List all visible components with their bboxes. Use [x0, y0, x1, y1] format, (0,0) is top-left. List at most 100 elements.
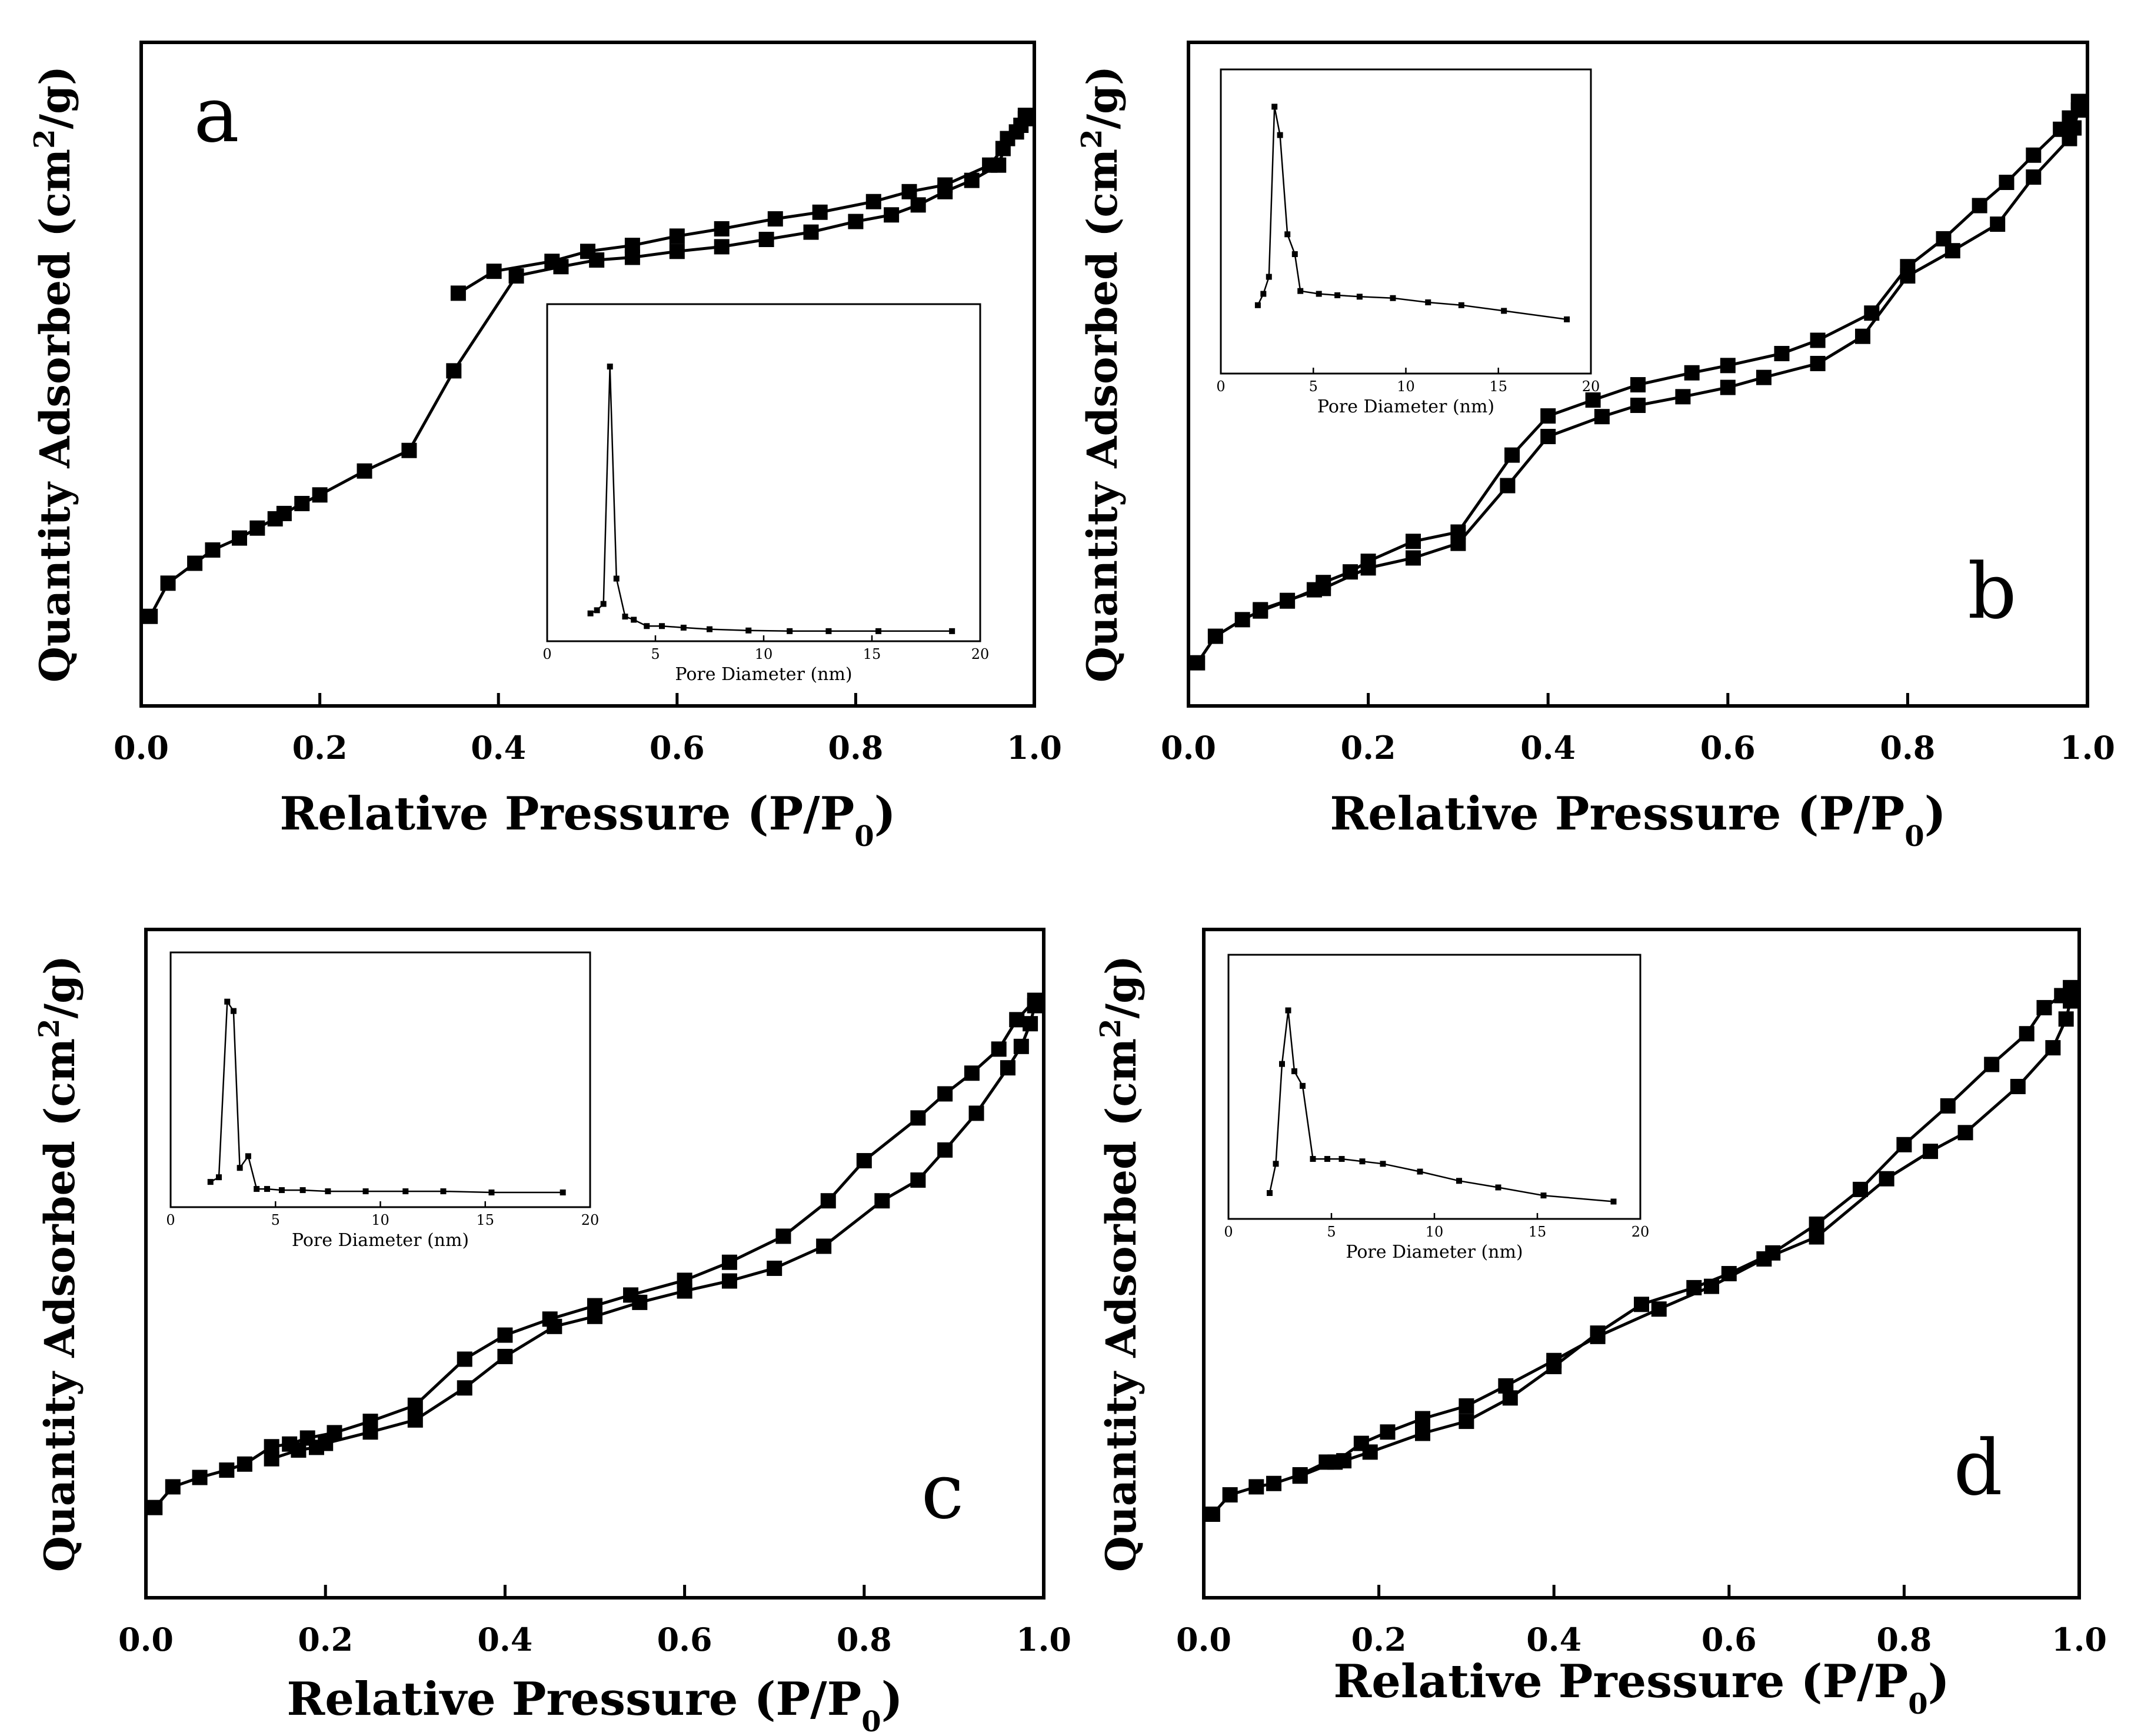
- desorption-line: [1260, 109, 2080, 611]
- desorption-point: [995, 141, 1011, 156]
- adsorption-point: [401, 442, 417, 458]
- inset-pore-distribution: 0 5 10 15 20 Pore Diameter (nm): [166, 951, 600, 1251]
- inset-point: [402, 1188, 409, 1195]
- desorption-point: [1720, 379, 1736, 395]
- desorption-point: [1013, 1038, 1029, 1054]
- inset-point: [622, 614, 628, 620]
- desorption-point: [1756, 1251, 1772, 1267]
- inset-x-tick-label: 20: [1582, 378, 1600, 395]
- x-tick-label: 1.0: [2052, 1621, 2107, 1658]
- desorption-point: [1810, 355, 1826, 371]
- inset-point: [207, 1179, 214, 1185]
- desorption-point: [1327, 1454, 1343, 1470]
- desorption-point: [1360, 560, 1376, 576]
- desorption-point: [1990, 216, 2006, 232]
- desorption-point: [291, 1442, 307, 1458]
- inset-pore-distribution: 0 5 10 15 20 Pore Diameter (nm): [542, 303, 989, 685]
- desorption-point: [1594, 409, 1610, 425]
- x-axis-label: Relative Pressure (P/P0): [287, 1672, 903, 1736]
- inset-x-tick-label: 10: [1397, 378, 1415, 395]
- x-tick-label: 0.6: [657, 1621, 712, 1658]
- inset-point: [560, 1189, 566, 1196]
- desorption-point: [1900, 268, 1916, 284]
- x-tick-label: 0.8: [828, 729, 883, 767]
- x-tick-label: 0.2: [292, 729, 348, 767]
- desorption-point: [1957, 1125, 1973, 1141]
- adsorption-point: [884, 207, 900, 223]
- inset-x-tick-label: 10: [371, 1212, 389, 1228]
- desorption-point: [812, 204, 828, 220]
- x-tick-label: 0.4: [1526, 1621, 1581, 1658]
- inset-point: [1324, 1156, 1330, 1162]
- plot-frame: [139, 41, 1036, 708]
- inset-point: [1417, 1168, 1423, 1175]
- inset-point: [875, 628, 882, 634]
- series-desorption: [1253, 102, 2086, 618]
- inset-x-tick-label: 0: [1216, 378, 1225, 395]
- adsorption-point: [237, 1456, 252, 1472]
- inset-x-tick-label: 10: [755, 646, 773, 662]
- adsorption-point: [1190, 655, 1206, 671]
- adsorption-point: [2019, 1026, 2035, 1042]
- plot-frame: [144, 928, 1045, 1600]
- adsorption-point: [508, 268, 524, 284]
- x-tick-label: 0.6: [650, 729, 705, 767]
- inset-point: [825, 628, 832, 634]
- adsorption-point: [1984, 1057, 2000, 1072]
- desorption-point: [1756, 369, 1772, 385]
- desorption-point: [1630, 398, 1646, 414]
- desorption-point: [1353, 1435, 1369, 1451]
- adsorption-point: [1222, 1487, 1238, 1503]
- inset-x-tick-label: 10: [1426, 1224, 1444, 1240]
- inset-point: [1564, 316, 1570, 322]
- desorption-point: [865, 194, 881, 209]
- adsorption-point: [1234, 612, 1250, 628]
- inset-frame: [546, 303, 981, 642]
- inset-point: [1390, 295, 1396, 301]
- desorption-point: [457, 1380, 472, 1396]
- inset-x-tick-label: 20: [581, 1212, 600, 1228]
- desorption-point: [308, 1440, 324, 1455]
- desorption-point: [901, 184, 917, 199]
- series-desorption: [450, 111, 1033, 301]
- desorption-point: [1415, 1411, 1430, 1427]
- inset-point: [1610, 1198, 1617, 1205]
- inset-x-axis-label: Pore Diameter (nm): [1346, 1242, 1523, 1262]
- inset-point: [1271, 104, 1278, 110]
- desorption-point: [407, 1412, 423, 1428]
- desorption-point: [1590, 1328, 1606, 1344]
- desorption-point: [1546, 1352, 1562, 1368]
- adsorption-point: [219, 1462, 235, 1478]
- desorption-point: [1704, 1278, 1720, 1294]
- adsorption-point: [1810, 332, 1826, 348]
- adsorption-point: [1540, 408, 1556, 424]
- desorption-point: [2045, 1040, 2061, 1056]
- adsorption-point: [1720, 358, 1736, 374]
- desorption-point: [450, 285, 466, 301]
- adsorption-point: [312, 487, 328, 503]
- desorption-point: [1500, 478, 1516, 494]
- inset-point: [1501, 308, 1507, 314]
- desorption-line: [457, 118, 1027, 295]
- x-tick-label: 0.0: [1161, 729, 1216, 767]
- adsorption-point: [497, 1327, 513, 1343]
- inset-point: [245, 1153, 251, 1159]
- inset-point: [1284, 231, 1291, 238]
- desorption-point: [910, 1172, 926, 1188]
- inset-x-tick-label: 0: [1224, 1224, 1233, 1240]
- inset-point: [631, 617, 637, 623]
- adsorption-point: [910, 197, 926, 213]
- adsorption-point: [187, 555, 203, 571]
- desorption-point: [1253, 602, 1268, 618]
- inset-x-axis-label: Pore Diameter (nm): [675, 664, 852, 685]
- desorption-point: [544, 254, 560, 269]
- adsorption-point: [1009, 1012, 1025, 1028]
- inset-pore-distribution: 0 5 10 15 20 Pore Diameter (nm): [1216, 68, 1600, 417]
- desorption-point: [767, 211, 783, 227]
- inset-point: [362, 1188, 369, 1195]
- inset-point: [1540, 1192, 1547, 1199]
- desorption-point: [362, 1424, 378, 1440]
- inset-point: [230, 1008, 237, 1014]
- inset-point: [587, 610, 594, 617]
- desorption-point: [1027, 998, 1043, 1014]
